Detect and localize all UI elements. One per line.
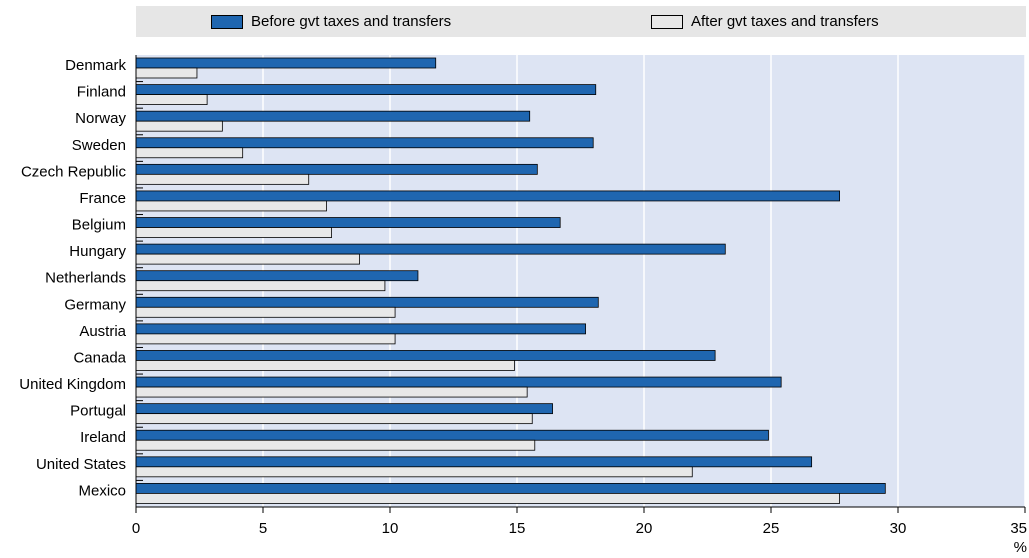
bar-after (135, 386, 528, 398)
legend-item-after: After gvt taxes and transfers (651, 6, 879, 37)
bar-before (135, 57, 437, 69)
category-label: Czech Republic (21, 163, 127, 180)
category-label: United States (36, 456, 126, 473)
category-label: Austria (79, 323, 126, 340)
bar-before (135, 84, 597, 95)
bar-before (135, 456, 813, 468)
category-label: Sweden (72, 137, 126, 154)
bar-before (135, 137, 594, 149)
category-label: Hungary (69, 243, 126, 260)
bar-before (135, 429, 769, 441)
bar-before (135, 190, 840, 202)
legend-swatch-before (211, 14, 243, 29)
bar-after (135, 466, 693, 478)
x-tick-label: 10 (382, 520, 399, 537)
bar-after (135, 280, 386, 292)
bar-after (135, 439, 536, 451)
bar-before (135, 110, 531, 122)
x-tick-label: 5 (259, 520, 267, 537)
bar-after (135, 253, 360, 265)
category-label: United Kingdom (19, 376, 126, 393)
category-label: Canada (73, 349, 126, 366)
bar-after (135, 120, 223, 132)
bar-before (135, 243, 726, 255)
bar-after (135, 173, 310, 185)
bar-after (135, 147, 244, 159)
legend: Before gvt taxes and transfers After gvt… (136, 6, 1026, 37)
bar-before (135, 403, 553, 415)
bar-before (135, 163, 538, 175)
category-label: Ireland (80, 429, 126, 446)
category-label: Germany (64, 296, 126, 313)
x-tick-label: 15 (509, 520, 526, 537)
legend-label-before: Before gvt taxes and transfers (251, 13, 452, 30)
legend-item-before: Before gvt taxes and transfers (211, 6, 451, 37)
category-label: Portugal (70, 403, 126, 420)
bar-after (135, 413, 533, 425)
bar-before (135, 217, 561, 228)
bar-after (135, 333, 396, 345)
category-label: Mexico (78, 482, 126, 499)
bar-after (135, 94, 208, 105)
category-label: Finland (77, 84, 126, 101)
bar-after (135, 227, 332, 238)
bar-after (135, 200, 327, 212)
x-tick-label: 20 (636, 520, 653, 537)
bar-before (135, 296, 599, 308)
x-tick-label: 35 (1010, 520, 1027, 537)
category-label: Norway (75, 110, 126, 127)
x-tick-label: 0 (132, 520, 140, 537)
category-label: Netherlands (45, 270, 126, 287)
legend-swatch-after (651, 14, 683, 29)
category-label: Belgium (72, 217, 126, 234)
bar-before (135, 270, 419, 282)
bar-before (135, 350, 716, 361)
bar-after (135, 306, 396, 318)
bar-before (135, 323, 586, 335)
x-tick-label: 30 (890, 520, 907, 537)
bar-before (135, 483, 886, 494)
bar-after (135, 360, 515, 371)
bar-after (135, 67, 198, 79)
category-label: Denmark (65, 57, 126, 74)
bar-before (135, 376, 782, 388)
x-tick-label: 25 (763, 520, 780, 537)
x-unit-label: % (1014, 539, 1027, 556)
category-label: France (79, 190, 126, 207)
legend-label-after: After gvt taxes and transfers (691, 13, 879, 30)
bar-after (135, 493, 840, 504)
